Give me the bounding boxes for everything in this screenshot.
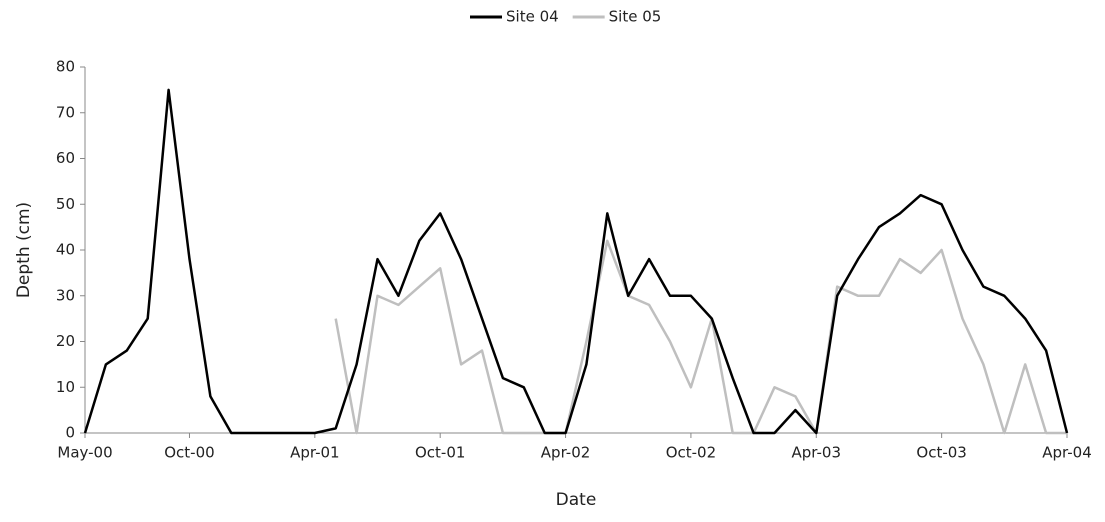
x-axis-label: Date <box>556 490 597 510</box>
y-tick-label: 30 <box>56 286 75 304</box>
x-tick-label: Apr-02 <box>541 444 591 462</box>
x-tick-label: Oct-00 <box>164 444 214 462</box>
x-tick-label: Oct-01 <box>415 444 465 462</box>
series-line <box>334 239 1067 435</box>
x-tick-label: Oct-02 <box>666 444 716 462</box>
x-tick-label: Oct-03 <box>916 444 966 462</box>
x-tick-label: Apr-03 <box>792 444 842 462</box>
series-line <box>83 88 1069 435</box>
y-tick-label: 50 <box>56 195 75 213</box>
y-tick-label: 40 <box>56 241 75 259</box>
y-tick-label: 20 <box>56 332 75 350</box>
x-tick-label: Apr-04 <box>1042 444 1092 462</box>
y-tick-label: 60 <box>56 149 75 167</box>
y-tick-label: 10 <box>56 378 75 396</box>
x-tick-label: May-00 <box>57 444 112 462</box>
y-tick-label: 80 <box>56 58 75 76</box>
legend-label: Site 04 <box>506 8 559 26</box>
y-axis-label: Depth (cm) <box>14 202 34 298</box>
y-tick-label: 70 <box>56 103 75 121</box>
y-tick-label: 0 <box>65 424 75 442</box>
x-tick-label: Apr-01 <box>290 444 340 462</box>
legend-label: Site 05 <box>609 8 662 26</box>
